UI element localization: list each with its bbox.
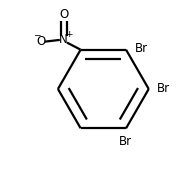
Text: Br: Br bbox=[119, 135, 132, 148]
Text: N: N bbox=[59, 33, 68, 46]
Text: Br: Br bbox=[135, 42, 148, 55]
Text: O: O bbox=[59, 8, 68, 21]
Text: Br: Br bbox=[157, 82, 170, 95]
Text: O: O bbox=[36, 35, 45, 48]
Text: −: − bbox=[33, 30, 40, 39]
Text: +: + bbox=[65, 30, 73, 39]
